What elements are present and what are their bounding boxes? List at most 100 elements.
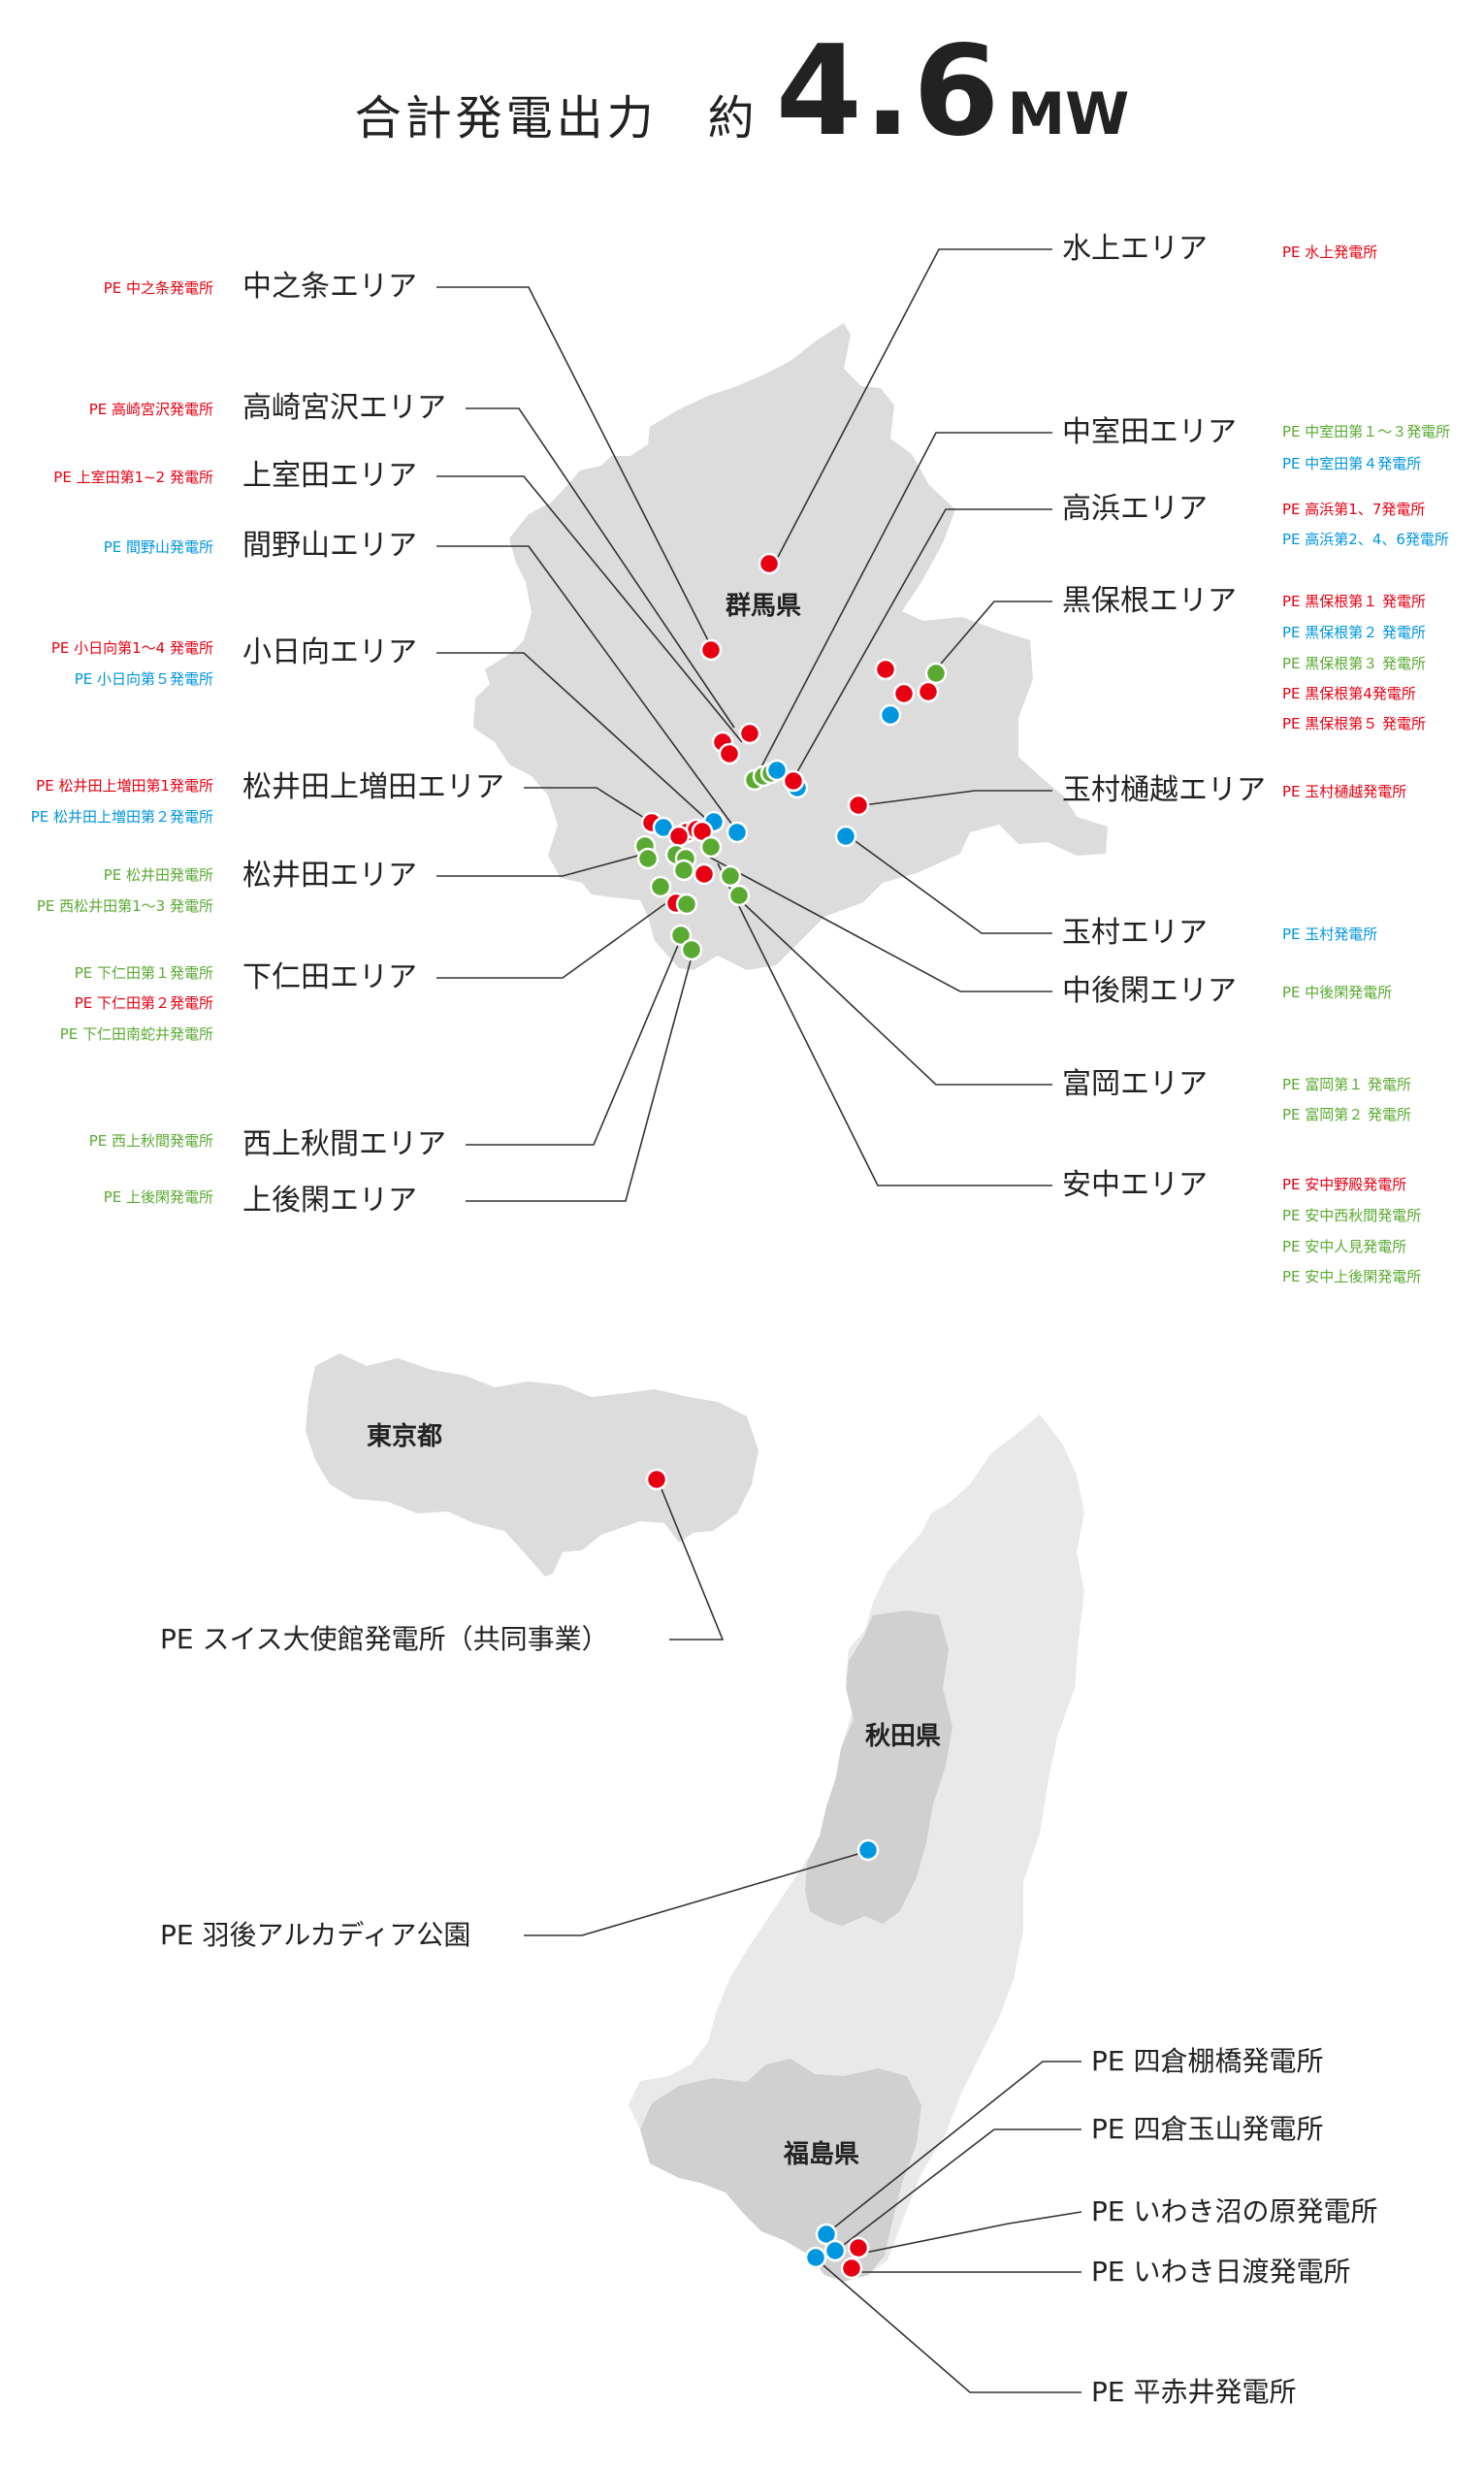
site-label-iwaki-numanohara: PE いわき沼の原発電所 [1091, 2195, 1378, 2227]
plant-label: PE 中室田第１～３発電所 [1282, 423, 1451, 440]
marker-kurohone-3 [924, 662, 948, 685]
leader-line-kamimuroda [436, 475, 743, 743]
leader-line-kurohone [935, 601, 1052, 670]
marker-annaka-nodono [693, 862, 716, 886]
plant-label: PE 西上秋間発電所 [88, 1132, 213, 1150]
leader-line-kamigokan [466, 959, 692, 1202]
plant-label: PE 安中西秋間発電所 [1282, 1207, 1422, 1224]
marker-kohinata-4 [667, 825, 691, 848]
area-label-tamamura-hikoshi: 玉村樋越エリア [1062, 773, 1266, 807]
plant-label: PE 安中上後閑発電所 [1282, 1268, 1422, 1285]
marker-tamamura-hikoshi [847, 794, 870, 817]
plant-label: PE 下仁田第２発電所 [74, 994, 213, 1012]
plant-label: PE 中之条発電所 [103, 279, 213, 297]
plant-label: PE 富岡第１ 発電所 [1282, 1076, 1412, 1093]
marker-kamigokan [680, 938, 703, 961]
area-label-nakagokan: 中後閑エリア [1062, 974, 1237, 1008]
akita-prefecture-shape [805, 1610, 952, 1926]
plant-label: PE 黒保根第１ 発電所 [1282, 593, 1427, 610]
marker-kurohone-1 [874, 658, 897, 681]
area-label-annaka: 安中エリア [1062, 1168, 1208, 1202]
plant-label: PE 中後閑発電所 [1282, 984, 1393, 1001]
marker-yotsukura-tanahashi [815, 2223, 838, 2246]
area-label-shimonita: 下仁田エリア [242, 960, 417, 994]
leader-line-yotsukura-tamayama [835, 2128, 1081, 2252]
marker-annaka-hitomi [719, 864, 742, 888]
area-label-kurohone: 黒保根エリア [1062, 584, 1237, 618]
plant-label: PE 玉村樋越発電所 [1282, 783, 1407, 800]
leader-line-matsuida [436, 853, 646, 877]
pref-label-tokyo: 東京都 [367, 1422, 443, 1451]
plant-label: PE 黒保根第３ 発電所 [1282, 655, 1427, 672]
fukushima-prefecture-shape [640, 2059, 921, 2282]
marker-kurohone-5 [917, 680, 940, 703]
pref-label-gunma: 群馬県 [726, 592, 802, 621]
leader-line-minakami [775, 248, 1052, 562]
leader-line-iwaki-numanohara [859, 2211, 1082, 2255]
marker-takasaki-miyazawa [738, 722, 761, 745]
plant-label: PE 間野山発電所 [103, 538, 213, 556]
total-output-value: 4.6 [775, 19, 1002, 164]
marker-iwaki-numanohara [847, 2236, 870, 2259]
plant-label: PE 安中人見発電所 [1282, 1238, 1407, 1255]
plant-label: PE 富岡第２ 発電所 [1282, 1106, 1412, 1123]
area-label-takahama: 高浜エリア [1062, 492, 1208, 526]
area-label-kohinata: 小日向エリア [242, 635, 417, 669]
total-output-label: 合計発電出力 約 [354, 91, 758, 146]
marker-swiss [645, 1468, 668, 1491]
plant-label: PE 水上発電所 [1282, 244, 1378, 261]
leader-line-matsuida-kamimasuda [524, 787, 653, 824]
plant-label: PE 高浜第1、7発電所 [1282, 501, 1426, 518]
leader-line-takahama [790, 508, 1052, 785]
plant-label: PE 中室田第４発電所 [1282, 455, 1422, 472]
marker-kamimuroda-2 [718, 742, 741, 765]
marker-hiraakai [804, 2246, 827, 2269]
leader-line-hiraakai [817, 2259, 1081, 2393]
plant-label: PE 黒保根第２ 発電所 [1282, 624, 1427, 641]
leader-line-nishikamiakima [466, 942, 680, 1146]
marker-tamamura [834, 825, 857, 848]
marker-tomioka-1 [727, 884, 751, 907]
leader-line-takasaki-miyazawa [466, 407, 735, 729]
plant-label: PE 黒保根第５ 発電所 [1282, 715, 1427, 732]
site-label-yotsukura-tamayama: PE 四倉玉山発電所 [1091, 2113, 1324, 2145]
plant-label: PE 小日向第1～4 発電所 [50, 639, 213, 657]
marker-shimonita-1 [649, 875, 672, 898]
leader-line-tamamura-hikoshi [862, 790, 1052, 806]
area-label-nakamuroda: 中室田エリア [1062, 415, 1237, 449]
marker-ugo [856, 1838, 880, 1862]
marker-nakanojo [699, 638, 723, 662]
plant-label: PE 安中野殿発電所 [1282, 1176, 1407, 1193]
plant-markers [633, 552, 948, 2280]
leader-line-kohinata [436, 652, 719, 830]
leader-line-swiss [659, 1483, 725, 1641]
tokyo-prefecture-shape [306, 1353, 758, 1576]
marker-nishimatsuida-1 [636, 847, 660, 870]
marker-kurohone-2 [879, 703, 902, 727]
area-label-tomioka: 富岡エリア [1062, 1067, 1208, 1101]
leader-line-nakamuroda [756, 432, 1052, 777]
marker-shimonita-nanjai [675, 893, 698, 916]
plant-label: PE 高浜第2、4、6発電所 [1282, 531, 1449, 548]
leader-line-yotsukura-tanahashi [828, 2061, 1081, 2232]
leader-line-tamamura [848, 835, 1052, 934]
leader-line-nakanojo [436, 286, 714, 651]
area-label-nakanojo: 中之条エリア [242, 270, 417, 304]
marker-iwaki-hiwatari [840, 2257, 863, 2280]
marker-nakamuroda-4 [765, 759, 789, 782]
area-label-matsuida: 松井田エリア [242, 859, 417, 893]
marker-kurohone-4 [892, 682, 916, 705]
total-output-header: 合計発電出力 約 4.6 MW [0, 19, 1484, 164]
total-output-unit: MW [1007, 81, 1130, 148]
plant-label: PE 松井田上増田第２発電所 [30, 808, 213, 826]
leader-line-mayama [436, 545, 738, 832]
area-label-minakami: 水上エリア [1062, 232, 1208, 266]
area-label-matsuida-kamimasuda: 松井田上増田エリア [242, 770, 504, 804]
plant-label: PE 玉村発電所 [1282, 926, 1378, 943]
plant-label: PE 下仁田第１発電所 [74, 964, 213, 982]
plant-label: PE 松井田上増田第1発電所 [36, 777, 213, 795]
area-label-kamigokan: 上後閑エリア [242, 1184, 417, 1218]
leader-line-ugo [524, 1850, 869, 1936]
plant-label: PE 下仁田南蛇井発電所 [59, 1025, 213, 1043]
